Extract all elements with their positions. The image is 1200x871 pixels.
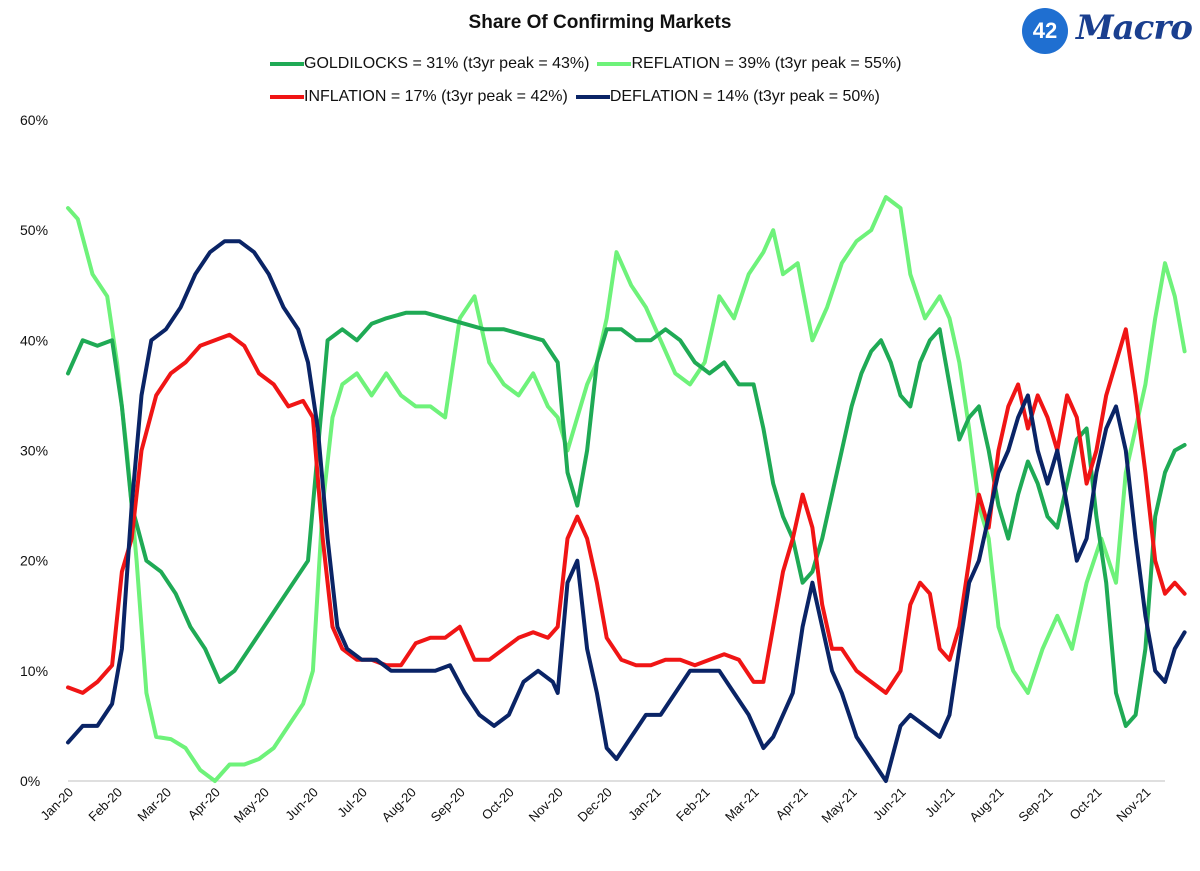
y-tick-label: 40% [20, 332, 48, 348]
series-line-reflation [66, 195, 1187, 783]
x-tick-label: Oct-20 [479, 785, 517, 823]
y-tick-label: 0% [20, 773, 40, 789]
y-tick-label: 60% [20, 112, 48, 128]
chart-title: Share Of Confirming Markets [468, 12, 732, 33]
x-tick-label: Jun-20 [282, 785, 321, 824]
legend-inflation: INFLATION = 17% (t3yr peak = 42%) [270, 88, 568, 106]
x-tick-label: Aug-21 [966, 785, 1006, 825]
x-tick-label: Oct-21 [1066, 785, 1104, 823]
x-tick-label: Sep-20 [428, 785, 468, 825]
legend-swatch-deflation [575, 95, 610, 99]
x-tick-label: Jul-20 [334, 785, 370, 821]
x-tick-label: Aug-20 [379, 785, 419, 825]
legend-swatch-reflation [597, 62, 632, 66]
x-tick-label: Jan-20 [37, 785, 76, 824]
x-tick-label: May-21 [818, 785, 859, 826]
legend-goldilocks: GOLDILOCKS = 31% (t3yr peak = 43%) [270, 55, 589, 73]
y-tick-label: 30% [20, 443, 48, 459]
legend-reflation: REFLATION = 39% (t3yr peak = 55%) [597, 55, 902, 73]
x-tick-label: May-20 [231, 785, 272, 826]
logo-wordmark: Macro [1076, 8, 1193, 48]
x-tick-label: Jan-21 [625, 785, 664, 824]
y-tick-label: 50% [20, 222, 48, 238]
legend-swatch-goldilocks [270, 62, 304, 66]
x-tick-label: Feb-20 [85, 785, 125, 825]
series-line-goldilocks [66, 310, 1187, 728]
x-tick-label: Jul-21 [922, 785, 958, 821]
x-tick-label: Jun-21 [870, 785, 909, 824]
x-tick-label: Apr-20 [185, 785, 223, 823]
legend-swatch-inflation [270, 95, 304, 99]
series-line-inflation [66, 327, 1187, 695]
legend-row-1: GOLDILOCKS = 31% (t3yr peak = 43%) REFLA… [270, 55, 910, 73]
legend-label-deflation: DEFLATION = 14% (t3yr peak = 50%) [609, 88, 880, 105]
legend-deflation: DEFLATION = 14% (t3yr peak = 50%) [575, 88, 880, 106]
legend-label-reflation: REFLATION = 39% (t3yr peak = 55%) [631, 55, 902, 72]
legend-row-2: INFLATION = 17% (t3yr peak = 42%) DEFLAT… [270, 88, 888, 106]
x-tick-label: Apr-21 [773, 785, 811, 823]
brand-logo: 42 Macro [1022, 8, 1193, 56]
x-tick-label: Nov-21 [1113, 785, 1153, 825]
x-tick-label: Mar-20 [134, 785, 174, 825]
x-tick-label: Mar-21 [722, 785, 762, 825]
x-tick-label: Sep-21 [1015, 785, 1055, 825]
logo-mark: 42 [1022, 8, 1068, 54]
x-tick-label: Feb-21 [673, 785, 713, 825]
y-tick-label: 10% [20, 663, 48, 679]
y-tick-label: 20% [20, 553, 48, 569]
legend-label-goldilocks: GOLDILOCKS = 31% (t3yr peak = 43%) [304, 55, 590, 72]
x-tick-label: Nov-20 [526, 785, 566, 825]
x-tick-label: Dec-20 [575, 785, 615, 825]
legend-label-inflation: INFLATION = 17% (t3yr peak = 42%) [304, 88, 568, 105]
series-line-deflation [66, 239, 1187, 783]
